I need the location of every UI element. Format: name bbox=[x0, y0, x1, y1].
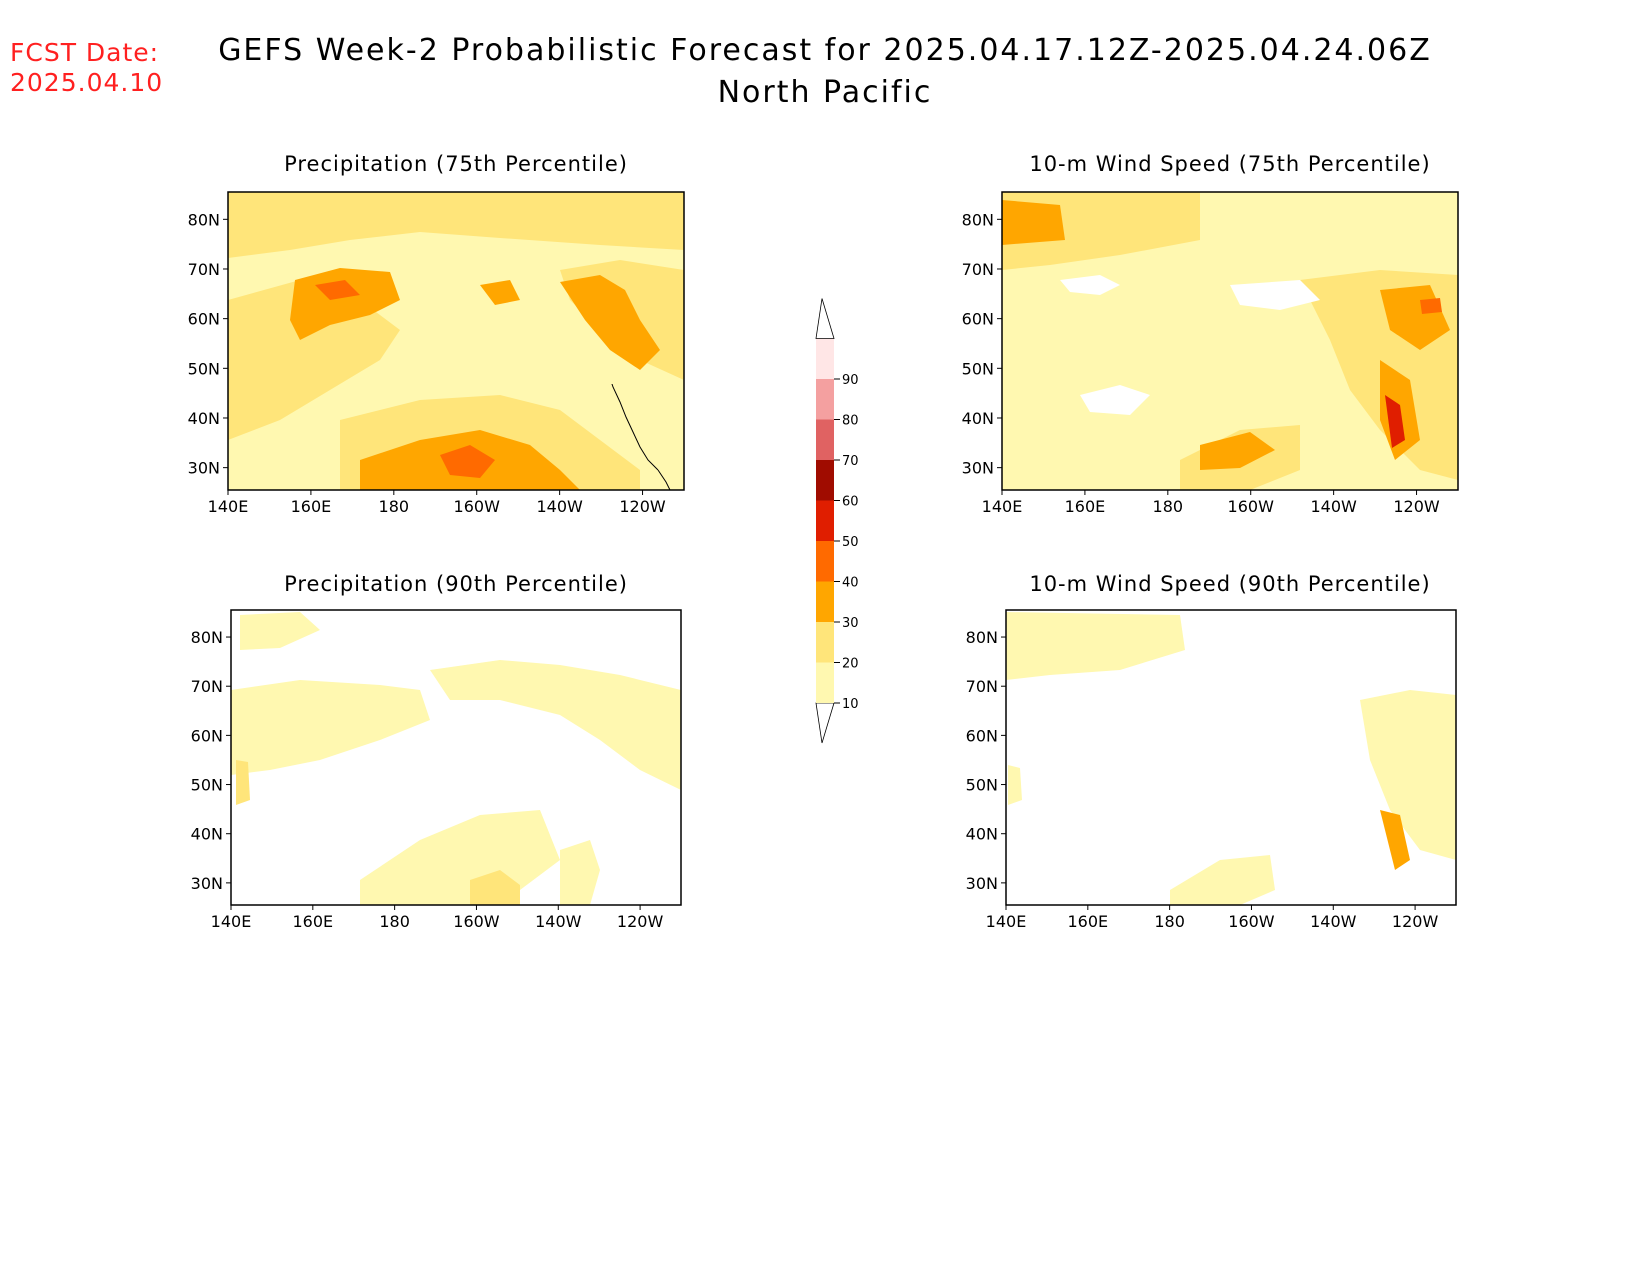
main-title: GEFS Week-2 Probabilistic Forecast for 2… bbox=[160, 30, 1490, 114]
colorbar-segment bbox=[816, 379, 834, 420]
lat-tick-label: 70N bbox=[966, 677, 998, 696]
forecast-date-label: FCST Date: 2025.04.10 bbox=[10, 38, 163, 98]
lat-tick-label: 30N bbox=[962, 459, 994, 478]
fcst-date: 2025.04.10 bbox=[10, 68, 164, 97]
lat-tick-label: 40N bbox=[188, 409, 220, 428]
colorbar-segment bbox=[816, 541, 834, 582]
colorbar-label: 30 bbox=[842, 616, 859, 631]
colorbar-segment bbox=[816, 500, 834, 541]
lon-tick-label: 180 bbox=[1154, 912, 1185, 931]
lon-tick-label: 160E bbox=[1067, 912, 1108, 931]
lon-tick-label: 180 bbox=[379, 497, 410, 516]
colorbar-label: 90 bbox=[842, 373, 859, 388]
lat-tick-label: 60N bbox=[191, 726, 223, 745]
colorbar-segment bbox=[816, 460, 834, 501]
lat-tick-label: 80N bbox=[191, 628, 223, 647]
lat-tick-label: 60N bbox=[962, 310, 994, 329]
lon-tick-label: 160W bbox=[1228, 497, 1275, 516]
lat-tick-label: 80N bbox=[188, 210, 220, 229]
colorbar-segment bbox=[816, 662, 834, 703]
colorbar-segment bbox=[816, 338, 834, 379]
title-line-2: North Pacific bbox=[717, 75, 933, 110]
colorbar-label: 80 bbox=[842, 414, 859, 429]
lon-tick-label: 160W bbox=[453, 912, 500, 931]
lat-tick-label: 30N bbox=[191, 874, 223, 893]
map-panel-precip-75 bbox=[227, 191, 685, 491]
lon-tick-label: 120W bbox=[619, 497, 666, 516]
lon-tick-label: 140E bbox=[986, 912, 1027, 931]
lat-tick-label: 40N bbox=[962, 409, 994, 428]
lat-tick-label: 80N bbox=[966, 628, 998, 647]
lon-tick-label: 120W bbox=[1393, 497, 1440, 516]
colorbar-segment bbox=[816, 622, 834, 663]
lon-tick-label: 140E bbox=[211, 912, 252, 931]
lon-tick-label: 140W bbox=[536, 497, 583, 516]
colorbar-label: 20 bbox=[842, 657, 859, 672]
lon-tick-label: 160E bbox=[292, 912, 333, 931]
panel-title-wind-75: 10-m Wind Speed (75th Percentile) bbox=[1029, 152, 1431, 176]
colorbar-legend: 10 20 30 40 50 60 70 80 90 bbox=[815, 298, 859, 744]
colorbar-label: 40 bbox=[842, 576, 859, 591]
map-panel-wind-90 bbox=[1005, 609, 1457, 906]
lat-tick-label: 40N bbox=[966, 825, 998, 844]
lon-tick-label: 140W bbox=[1310, 912, 1357, 931]
lat-tick-label: 50N bbox=[188, 359, 220, 378]
colorbar-segment bbox=[816, 581, 834, 622]
lat-tick-label: 30N bbox=[188, 459, 220, 478]
lat-tick-label: 70N bbox=[191, 677, 223, 696]
lat-tick-label: 50N bbox=[962, 359, 994, 378]
lon-tick-label: 140W bbox=[535, 912, 582, 931]
colorbar-top-tip bbox=[815, 298, 835, 339]
colorbar-label: 10 bbox=[842, 697, 859, 712]
lon-tick-label: 140W bbox=[1310, 497, 1357, 516]
lon-tick-label: 160W bbox=[1228, 912, 1275, 931]
lat-tick-label: 70N bbox=[962, 260, 994, 279]
lon-tick-label: 120W bbox=[617, 912, 664, 931]
lon-tick-label: 160E bbox=[291, 497, 332, 516]
lon-tick-label: 180 bbox=[379, 912, 410, 931]
map-panel-precip-90 bbox=[230, 609, 682, 906]
lon-tick-label: 120W bbox=[1392, 912, 1439, 931]
lat-tick-label: 80N bbox=[962, 210, 994, 229]
colorbar-segment bbox=[816, 419, 834, 460]
lon-tick-label: 180 bbox=[1153, 497, 1184, 516]
colorbar-label: 50 bbox=[842, 535, 859, 550]
lat-tick-label: 50N bbox=[191, 776, 223, 795]
lon-tick-label: 160E bbox=[1065, 497, 1106, 516]
lon-tick-label: 140E bbox=[982, 497, 1023, 516]
axis-labels: 80N 70N 60N 50N 40N 30N 140E 160E 180 160W 140W 120… bbox=[188, 210, 1440, 931]
lat-tick-label: 30N bbox=[966, 874, 998, 893]
map-panel-wind-75 bbox=[1001, 191, 1459, 491]
lat-tick-label: 50N bbox=[966, 776, 998, 795]
lon-tick-label: 160W bbox=[454, 497, 501, 516]
panel-title-precip-90: Precipitation (90th Percentile) bbox=[284, 572, 628, 596]
lat-tick-label: 70N bbox=[188, 260, 220, 279]
panel-title-precip-75: Precipitation (75th Percentile) bbox=[284, 152, 628, 176]
lat-tick-label: 40N bbox=[191, 825, 223, 844]
title-line-1: GEFS Week-2 Probabilistic Forecast for 2… bbox=[218, 33, 1432, 68]
panel-title-wind-90: 10-m Wind Speed (90th Percentile) bbox=[1029, 572, 1431, 596]
colorbar-label: 60 bbox=[842, 495, 859, 510]
colorbar-bottom-tip bbox=[815, 702, 835, 744]
fcst-label: FCST Date: bbox=[10, 38, 160, 67]
lon-tick-label: 140E bbox=[208, 497, 249, 516]
lat-tick-label: 60N bbox=[188, 310, 220, 329]
lat-tick-label: 60N bbox=[966, 726, 998, 745]
colorbar-label: 70 bbox=[842, 454, 859, 469]
